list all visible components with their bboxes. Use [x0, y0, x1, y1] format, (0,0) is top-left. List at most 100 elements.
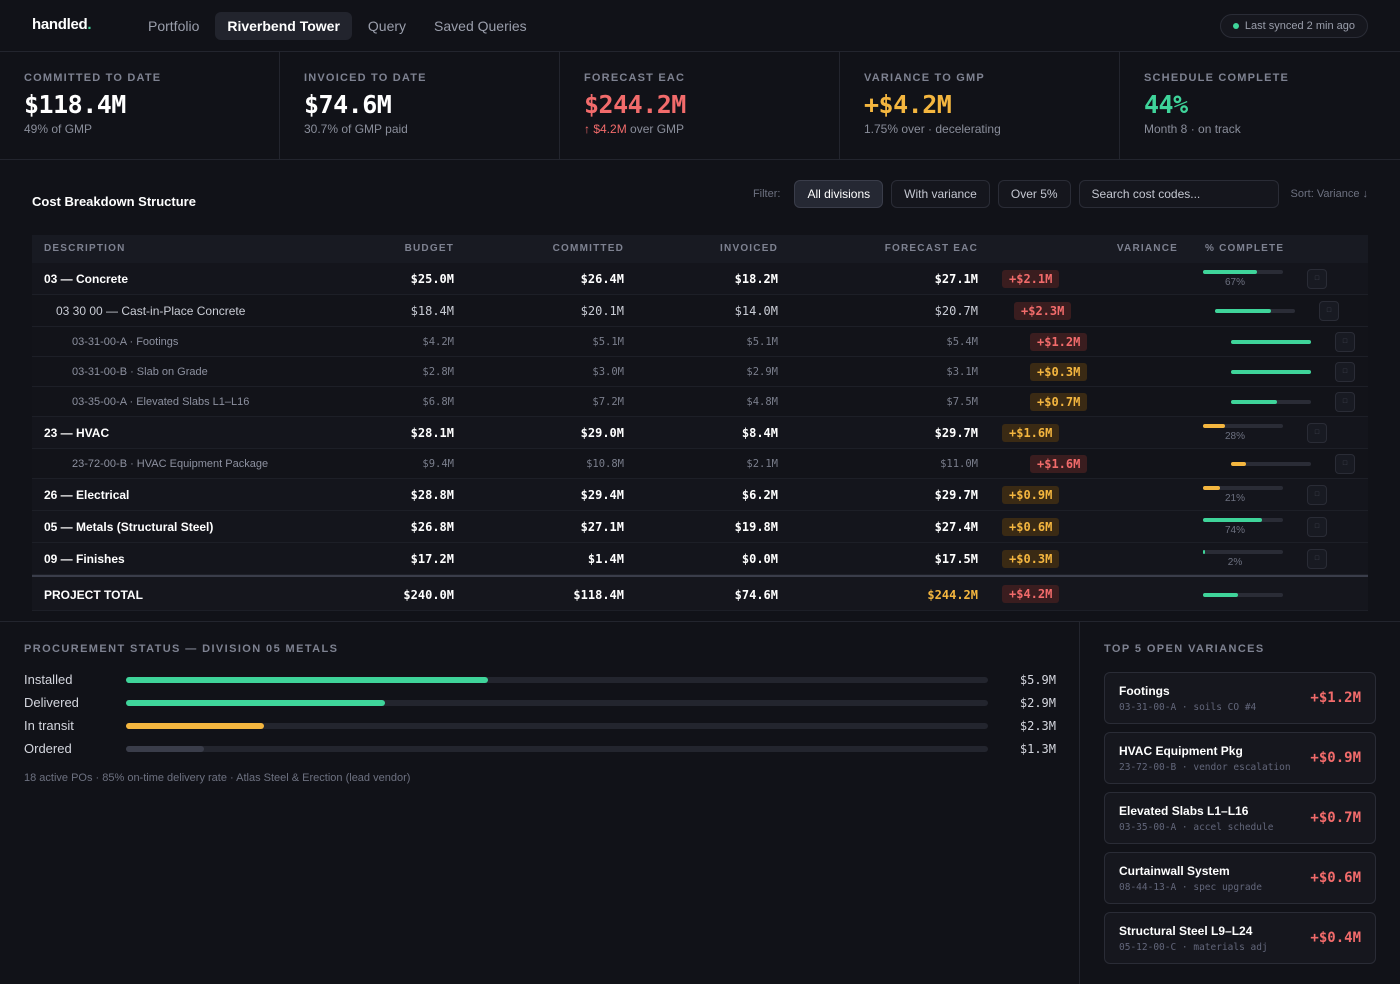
- procurement-bar: [126, 677, 988, 683]
- section-row[interactable]: 03 30 00 — Cast-in-Place Concrete $18.4M $…: [32, 295, 1368, 327]
- cost-code-row[interactable]: 03-35-00-A · Elevated Slabs L1–L16 $6.8M $…: [32, 387, 1368, 417]
- brand-logo[interactable]: handled.: [32, 16, 92, 33]
- row-forecast-eac: $17.5M: [934, 552, 978, 566]
- row-action-icon[interactable]: □: [1307, 549, 1327, 569]
- division-row[interactable]: 09 — Finishes $17.2M $1.4M $0.0M $17.5M +$0.3…: [32, 543, 1368, 575]
- variance-card[interactable]: HVAC Equipment Pkg 23-72-00-B · vendor es…: [1104, 732, 1376, 784]
- row-budget: $6.8M: [422, 396, 454, 408]
- row-committed: $5.1M: [592, 336, 624, 348]
- row-committed: $29.0M: [580, 426, 624, 440]
- cost-code-row[interactable]: 03-31-00-B · Slab on Grade $2.8M $3.0M $2.9…: [32, 357, 1368, 387]
- progress-fill: [1215, 309, 1271, 313]
- col-variance[interactable]: VARIANCE: [1116, 243, 1178, 254]
- variance-card[interactable]: Elevated Slabs L1–L16 03-35-00-A · accel …: [1104, 792, 1376, 844]
- progress-bar: [1231, 340, 1311, 344]
- filter-label: Filter:: [752, 188, 781, 200]
- filter-all-divisions-button[interactable]: All divisions: [794, 180, 884, 208]
- row-action-icon[interactable]: □: [1307, 269, 1327, 289]
- kpi-sub-text: over GMP: [630, 122, 685, 136]
- row-action-icon[interactable]: □: [1335, 362, 1355, 382]
- tab-riverbend-tower[interactable]: Riverbend Tower: [215, 12, 352, 40]
- tab-saved-queries[interactable]: Saved Queries: [434, 18, 527, 34]
- progress-label: 28%: [1224, 431, 1245, 442]
- progress-bar: [1231, 400, 1311, 404]
- top-nav: handled. Portfolio Riverbend Tower Query…: [0, 0, 1400, 52]
- row-action-icon[interactable]: □: [1307, 423, 1327, 443]
- procurement-value: $5.9M: [1019, 673, 1056, 687]
- procurement-label: In transit: [24, 718, 74, 733]
- brand-name: handled: [32, 16, 88, 33]
- division-row[interactable]: 23 — HVAC $28.1M $29.0M $8.4M $29.7M +$1.6M 28…: [32, 417, 1368, 449]
- row-action-icon[interactable]: □: [1319, 301, 1339, 321]
- col-budget[interactable]: BUDGET: [404, 243, 454, 254]
- row-invoiced: $18.2M: [734, 272, 778, 286]
- variance-card-amount: +$0.9M: [1310, 750, 1361, 766]
- kpi-sub: Month 8 · on track: [1144, 122, 1241, 136]
- kpi-value: +$4.2M: [864, 90, 952, 119]
- row-description: 26 — Electrical: [44, 488, 130, 502]
- sort-control[interactable]: Sort: Variance ↓: [1290, 188, 1368, 200]
- variance-badge: +$2.3M: [1014, 302, 1072, 320]
- row-committed: $7.2M: [592, 396, 624, 408]
- row-action-icon[interactable]: □: [1335, 454, 1355, 474]
- row-invoiced: $19.8M: [734, 520, 778, 534]
- total-committed: $118.4M: [573, 588, 624, 602]
- filter-with-variance-button[interactable]: With variance: [891, 180, 990, 208]
- procurement-value: $2.9M: [1019, 696, 1056, 710]
- variance-card-amount: +$0.6M: [1310, 870, 1361, 886]
- progress-label: 2%: [1227, 557, 1243, 568]
- variance-card-amount: +$0.7M: [1310, 810, 1361, 826]
- search-cost-codes-input[interactable]: Search cost codes...: [1078, 180, 1279, 208]
- kpi-sub: ↑ $4.2M over GMP: [584, 122, 815, 136]
- progress-bar: [1203, 424, 1283, 428]
- col-committed[interactable]: COMMITTED: [552, 243, 624, 254]
- procurement-bar: [126, 723, 988, 729]
- cost-code-row[interactable]: 23-72-00-B · HVAC Equipment Package $9.4M…: [32, 449, 1368, 479]
- progress-label: 67%: [1224, 277, 1245, 288]
- row-budget: $28.8M: [410, 488, 454, 502]
- row-budget: $28.1M: [410, 426, 454, 440]
- procurement-value: $2.3M: [1019, 719, 1056, 733]
- col-percent-complete[interactable]: % COMPLETE: [1205, 243, 1285, 254]
- row-budget: $25.0M: [410, 272, 454, 286]
- row-action-icon[interactable]: □: [1307, 485, 1327, 505]
- row-description: 23-72-00-B · HVAC Equipment Package: [72, 458, 269, 470]
- cost-code-row[interactable]: 03-31-00-A · Footings $4.2M $5.1M $5.1M $5.4…: [32, 327, 1368, 357]
- variance-badge: +$0.7M: [1030, 393, 1088, 411]
- col-forecast-eac[interactable]: FORECAST EAC: [884, 243, 978, 254]
- variance-card[interactable]: Footings 03-31-00-A · soils CO #4 +$1.2M: [1104, 672, 1376, 724]
- row-forecast-eac: $7.5M: [946, 396, 978, 408]
- procurement-label: Delivered: [24, 695, 79, 710]
- row-invoiced: $2.1M: [746, 458, 778, 470]
- row-invoiced: $0.0M: [741, 552, 778, 566]
- tab-query[interactable]: Query: [367, 18, 407, 34]
- row-action-icon[interactable]: □: [1307, 517, 1327, 537]
- col-invoiced[interactable]: INVOICED: [720, 243, 778, 254]
- progress-fill: [1203, 518, 1263, 522]
- col-description[interactable]: DESCRIPTION: [44, 243, 126, 254]
- progress-bar: [1231, 370, 1311, 374]
- filter-over-5-button[interactable]: Over 5%: [997, 180, 1071, 208]
- sync-text: Last synced 2 min ago: [1244, 20, 1355, 32]
- divider: [1079, 622, 1080, 984]
- division-row[interactable]: 05 — Metals (Structural Steel) $26.8M $27.…: [32, 511, 1368, 543]
- variance-card[interactable]: Curtainwall System 08-44-13-A · spec upgr…: [1104, 852, 1376, 904]
- row-action-icon[interactable]: □: [1335, 332, 1355, 352]
- variances-title: TOP 5 OPEN VARIANCES: [1104, 643, 1265, 655]
- variance-card[interactable]: Structural Steel L9–L24 05-12-00-C · mate…: [1104, 912, 1376, 964]
- kpi-sub: 30.7% of GMP paid: [304, 122, 408, 136]
- row-action-icon[interactable]: □: [1335, 392, 1355, 412]
- row-budget: $26.8M: [410, 520, 454, 534]
- row-forecast-eac: $27.4M: [934, 520, 978, 534]
- row-forecast-eac: $29.7M: [934, 426, 978, 440]
- tab-portfolio[interactable]: Portfolio: [148, 18, 200, 34]
- progress-fill: [1231, 462, 1247, 466]
- row-forecast-eac: $5.4M: [946, 336, 978, 348]
- division-row[interactable]: 26 — Electrical $28.8M $29.4M $6.2M $29.7M +$…: [32, 479, 1368, 511]
- filter-bar: Filter: All divisions With variance Over…: [753, 180, 1368, 208]
- variance-card-subtitle: 03-31-00-A · soils CO #4: [1119, 702, 1257, 713]
- row-committed: $27.1M: [580, 520, 624, 534]
- procurement-bar: [126, 700, 988, 706]
- variance-badge: +$0.9M: [1002, 486, 1060, 504]
- division-row[interactable]: 03 — Concrete $25.0M $26.4M $18.2M $27.1M +$2…: [32, 263, 1368, 295]
